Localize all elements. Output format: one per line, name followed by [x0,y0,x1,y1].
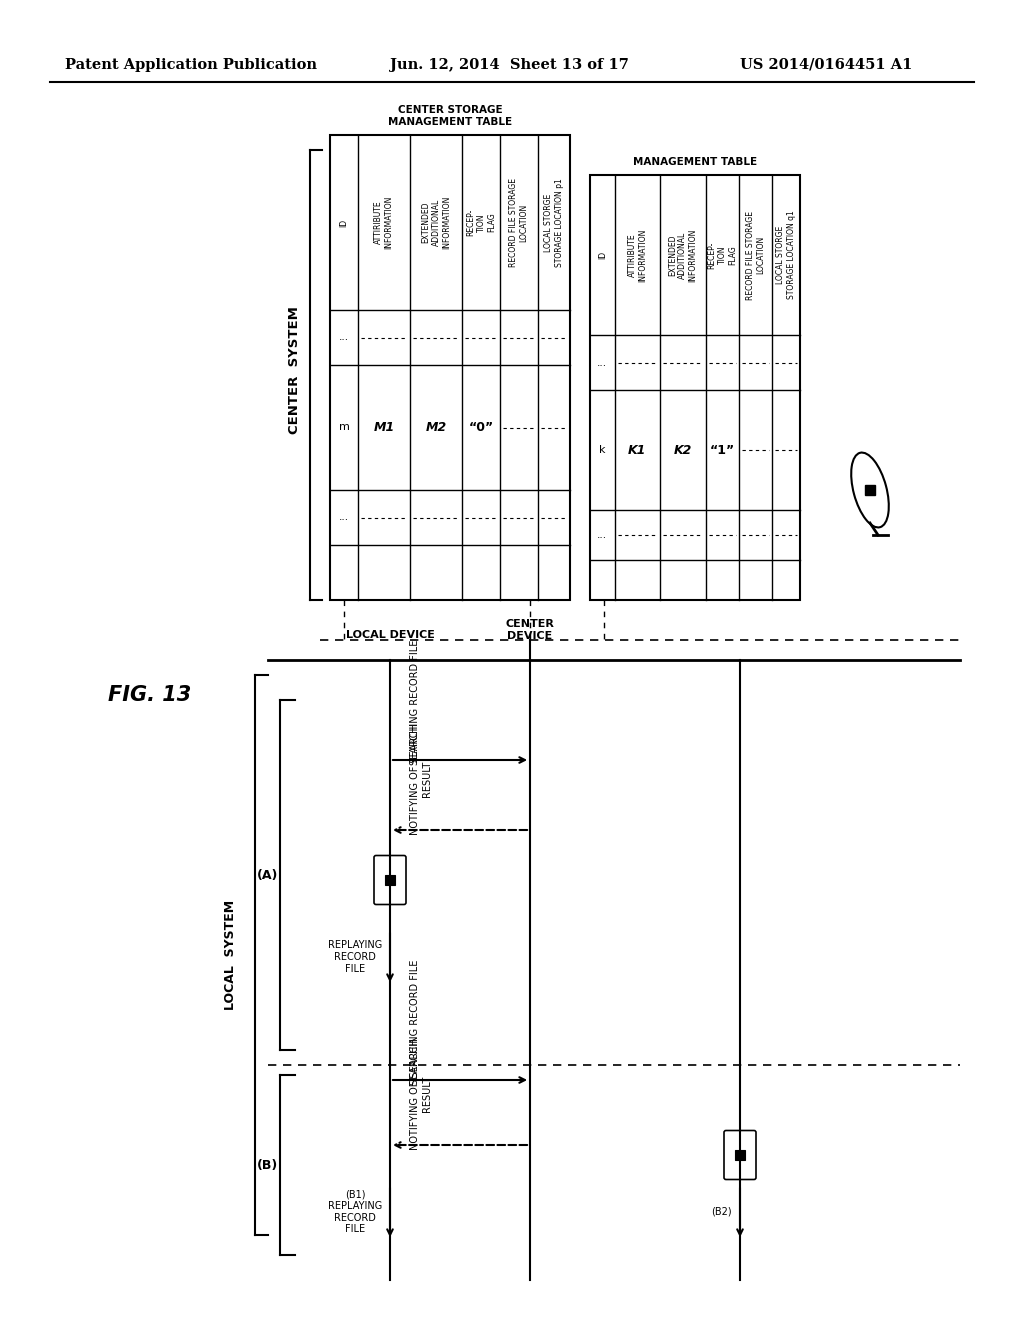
Text: FIG. 13: FIG. 13 [108,685,191,705]
Text: M2: M2 [425,421,446,434]
Text: RECEP-
TION
FLAG: RECEP- TION FLAG [466,209,496,236]
Text: RECEP-
TION
FLAG: RECEP- TION FLAG [708,242,737,269]
Text: “0”: “0” [468,421,494,434]
Text: SEARCHING RECORD FILE: SEARCHING RECORD FILE [410,960,420,1085]
Text: NOTIFYING OF SEARCH
RESULT: NOTIFYING OF SEARCH RESULT [410,1038,431,1150]
Text: Patent Application Publication: Patent Application Publication [65,58,317,73]
Text: Jun. 12, 2014  Sheet 13 of 17: Jun. 12, 2014 Sheet 13 of 17 [390,58,629,73]
Text: US 2014/0164451 A1: US 2014/0164451 A1 [740,58,912,73]
Text: ID: ID [598,251,607,259]
Text: K2: K2 [674,444,692,457]
Text: (B): (B) [257,1159,279,1172]
Text: MANAGEMENT TABLE: MANAGEMENT TABLE [633,157,757,168]
Text: (B1)
REPLAYING
RECORD
FILE: (B1) REPLAYING RECORD FILE [328,1189,382,1234]
FancyBboxPatch shape [724,1130,756,1180]
Text: ...: ... [339,512,349,523]
FancyBboxPatch shape [374,855,406,904]
Bar [590,176,800,601]
Text: RECORD FILE STORAGE
LOCATION: RECORD FILE STORAGE LOCATION [509,178,528,267]
Ellipse shape [851,453,889,528]
Text: (B2): (B2) [712,1206,732,1217]
Text: M1: M1 [374,421,394,434]
Text: LOCAL STORGE
STORAGE LOCATION p1: LOCAL STORGE STORAGE LOCATION p1 [545,178,563,267]
Text: SEARCHING RECORD FILE: SEARCHING RECORD FILE [410,640,420,766]
Text: (A): (A) [257,869,279,882]
Text: NOTIFYING OF SEARCH
RESULT: NOTIFYING OF SEARCH RESULT [410,723,431,836]
Text: ID: ID [340,218,348,227]
Text: k: k [599,445,605,455]
Text: CENTER  SYSTEM: CENTER SYSTEM [289,306,301,434]
Text: RECORD FILE STORAGE
LOCATION: RECORD FILE STORAGE LOCATION [745,210,765,300]
Bar [735,1150,745,1160]
Text: REPLAYING
RECORD
FILE: REPLAYING RECORD FILE [328,940,382,974]
Text: m: m [339,422,349,433]
Text: EXTENDED
ADDITIONAL
INFORMATION: EXTENDED ADDITIONAL INFORMATION [668,228,697,281]
Text: LOCAL DEVICE: LOCAL DEVICE [345,630,434,640]
Text: EXTENDED
ADDITIONAL
INFORMATION: EXTENDED ADDITIONAL INFORMATION [421,195,451,249]
Text: CENTER
DEVICE: CENTER DEVICE [506,619,554,640]
Bar [865,484,874,495]
Text: ...: ... [339,333,349,342]
Text: CENTER STORAGE
MANAGEMENT TABLE: CENTER STORAGE MANAGEMENT TABLE [388,106,512,127]
Text: ATTIRIBUTE
INFORMATION: ATTIRIBUTE INFORMATION [375,195,393,249]
Text: LOCAL  SYSTEM: LOCAL SYSTEM [223,900,237,1010]
Bar [330,135,570,601]
Text: “1”: “1” [710,444,734,457]
Text: ATTIRIBUTE
INFORMATION: ATTIRIBUTE INFORMATION [628,228,647,281]
Text: ...: ... [597,358,607,367]
Bar [385,875,395,884]
Text: ...: ... [597,531,607,540]
Text: K1: K1 [628,444,646,457]
Text: LOCAL STORGE
STORAGE LOCATION q1: LOCAL STORGE STORAGE LOCATION q1 [776,211,796,300]
